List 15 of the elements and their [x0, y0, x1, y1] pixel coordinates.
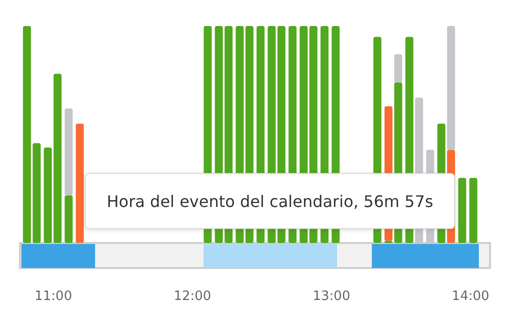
annotation: Hora del evento del calendario, 56m 57s: [85, 173, 455, 229]
bar: [76, 124, 84, 243]
bar: [394, 54, 402, 82]
x-tick-label: 12:00: [174, 289, 212, 304]
bar: [458, 178, 466, 243]
x-tick-label: 14:00: [452, 289, 490, 304]
bar: [64, 108, 73, 196]
bar: [64, 195, 73, 243]
bar: [469, 178, 478, 243]
bar: [372, 243, 479, 268]
bar: [204, 243, 338, 268]
x-tick-label: 13:00: [312, 289, 350, 304]
bar: [447, 26, 456, 150]
x-tick-label: 11:00: [34, 289, 72, 304]
bar: [21, 243, 96, 268]
